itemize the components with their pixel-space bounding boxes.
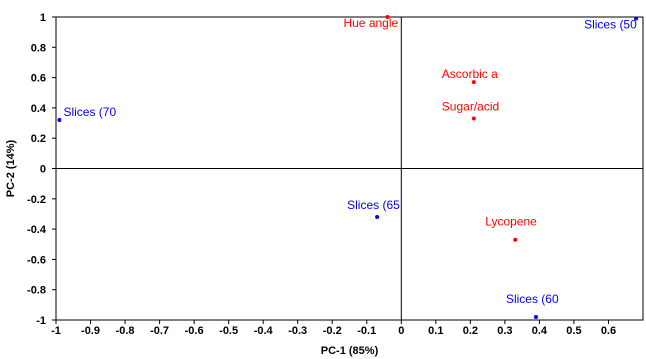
- x-tick-label: 0.6: [601, 325, 616, 337]
- x-tick-label: -0.8: [116, 325, 135, 337]
- y-tick-label: 1: [40, 12, 46, 24]
- data-point: [471, 116, 476, 121]
- x-axis-ticks: -1 -0.9 -0.8 -0.7 -0.6 -0.5 -0.4 -0.3 -0.2 -0.1 0 0…: [51, 320, 616, 337]
- x-tick-label: -0.1: [357, 325, 376, 337]
- x-tick-label: -0.2: [323, 325, 342, 337]
- point-label: Slices (60: [506, 292, 559, 306]
- data-point: [385, 15, 390, 19]
- x-tick-label: -0.9: [81, 325, 100, 337]
- point-label: Slices (70: [63, 105, 116, 119]
- x-tick-label: -1: [51, 325, 61, 337]
- y-tick-label: -0.2: [27, 194, 46, 206]
- data-point: [375, 214, 380, 219]
- point-label: Slices (65: [347, 198, 400, 212]
- point-label: Lycopene: [485, 215, 537, 229]
- point-label: Sugar/acid: [442, 100, 499, 114]
- y-tick-label: -0.4: [27, 224, 47, 236]
- y-tick-label: -0.8: [27, 285, 46, 297]
- x-tick-label: -0.4: [254, 325, 274, 337]
- data-point: [533, 314, 538, 319]
- y-tick-label: -0.6: [27, 254, 46, 266]
- y-tick-label: 0.6: [31, 73, 46, 85]
- x-axis-title: PC-1 (85%): [321, 345, 379, 357]
- data-point: [471, 80, 476, 85]
- point-label: Hue angle: [343, 16, 398, 30]
- x-tick-label: -0.5: [219, 325, 238, 337]
- data-points: Slices (50 Slices (70 Slices (65 Slices (60…: [57, 15, 639, 319]
- x-tick-label: 0.4: [532, 325, 548, 337]
- x-tick-label: 0.1: [428, 325, 443, 337]
- point-label: Ascorbic a: [442, 67, 498, 81]
- x-tick-label: -0.3: [288, 325, 307, 337]
- x-tick-label: -0.6: [185, 325, 204, 337]
- y-tick-label: 0.2: [31, 133, 46, 145]
- data-point: [513, 237, 518, 242]
- data-point: [634, 16, 639, 21]
- x-tick-label: 0.5: [566, 325, 581, 337]
- y-tick-label: 0.4: [31, 103, 47, 115]
- x-tick-label: -0.7: [150, 325, 169, 337]
- y-axis-title: PC-2 (14%): [5, 139, 17, 197]
- point-label: Slices (50: [584, 18, 637, 32]
- x-tick-label: 0.3: [497, 325, 512, 337]
- x-tick-label: 0: [398, 325, 404, 337]
- y-tick-label: 0: [40, 164, 46, 176]
- y-tick-label: -1: [36, 315, 46, 327]
- data-point: [57, 118, 62, 123]
- y-axis-ticks: 1 0.8 0.6 0.4 0.2 0 -0.2 -0.4 -0.6 -0.8 -1: [27, 12, 56, 327]
- x-tick-label: 0.2: [463, 325, 478, 337]
- y-tick-label: 0.8: [31, 42, 46, 54]
